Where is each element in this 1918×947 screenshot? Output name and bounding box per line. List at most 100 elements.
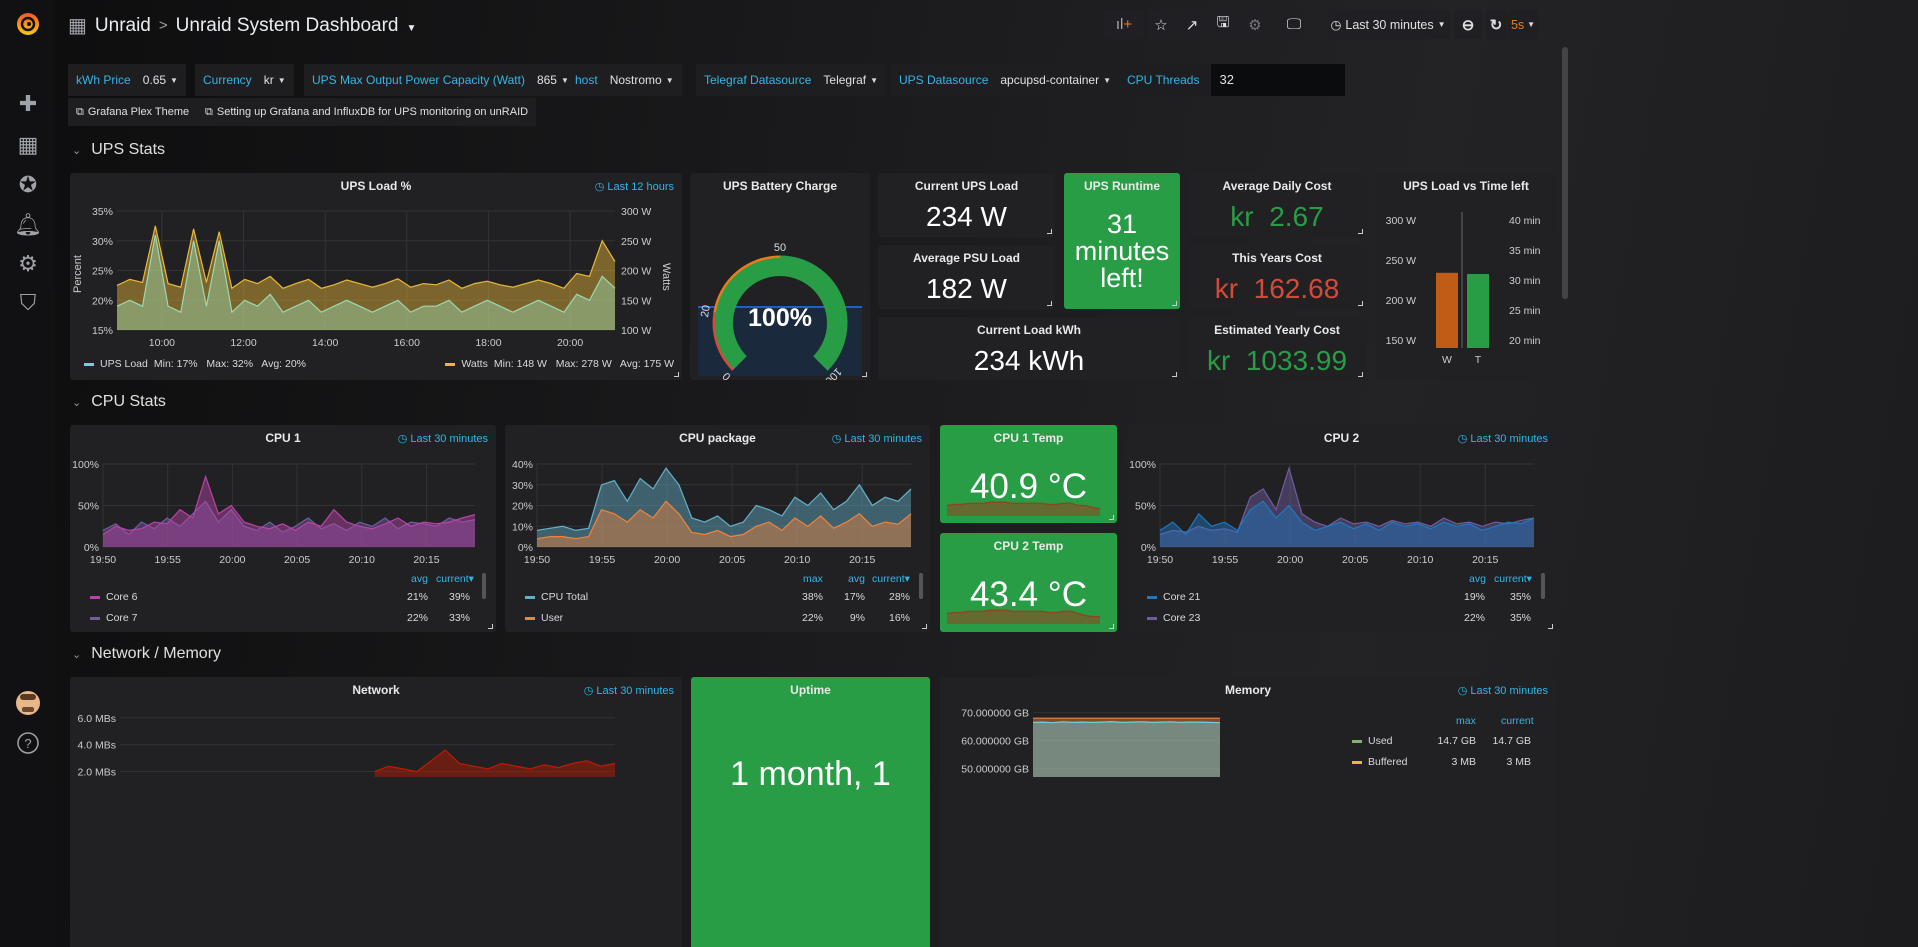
- resize-handle[interactable]: [1109, 515, 1114, 520]
- time-picker[interactable]: ◷ Last 30 minutes ▼: [1326, 10, 1450, 39]
- legend-ups-load[interactable]: UPS Load Min: 17% Max: 32% Avg: 20%: [84, 358, 306, 370]
- panel-title[interactable]: CPU 1 Temp: [993, 431, 1064, 445]
- legend-scrollbar[interactable]: [919, 573, 923, 599]
- legend-header-current[interactable]: current▾: [872, 573, 910, 585]
- panel-title[interactable]: CPU package: [679, 431, 756, 445]
- variable-ups-datasource[interactable]: UPS Datasource apcupsd-container ▼: [891, 64, 1120, 96]
- resize-handle[interactable]: [922, 624, 927, 629]
- panel-title[interactable]: UPS Load %: [340, 179, 412, 193]
- add-panel-button[interactable]: ıl+: [1104, 10, 1144, 39]
- explore-icon[interactable]: ✪: [18, 172, 38, 197]
- panel-title[interactable]: UPS Battery Charge: [722, 179, 838, 193]
- zoom-out-button[interactable]: ⊖: [1454, 10, 1482, 39]
- legend-header-current[interactable]: current▾: [1494, 573, 1532, 585]
- resize-handle[interactable]: [1047, 301, 1052, 306]
- cpu1-chart[interactable]: 0% 50% 100% 19:50 19:55 20:00 20:05 20:10 20:15: [70, 425, 496, 575]
- resize-handle[interactable]: [1172, 372, 1177, 377]
- variable-ups-max-output[interactable]: UPS Max Output Power Capacity (Watt) 865 ▼: [304, 64, 577, 96]
- refresh-button[interactable]: ↻: [1486, 10, 1506, 39]
- plus-icon[interactable]: ✚: [18, 91, 38, 116]
- legend-header-avg[interactable]: avg: [1469, 573, 1486, 585]
- variable-host[interactable]: host Nostromo ▼: [567, 64, 682, 96]
- panel-title[interactable]: CPU 2 Temp: [993, 539, 1064, 553]
- legend-row[interactable]: CPU Total: [525, 591, 588, 603]
- legend-header-avg[interactable]: avg: [848, 573, 865, 585]
- legend-row[interactable]: Core 21: [1147, 591, 1200, 603]
- panel-title[interactable]: Uptime: [790, 683, 831, 697]
- link-ups-monitoring-guide[interactable]: ⧉ Setting up Grafana and InfluxDB for UPS…: [197, 98, 537, 126]
- link-grafana-plex-theme[interactable]: ⧉ Grafana Plex Theme: [68, 98, 198, 126]
- variable-value[interactable]: apcupsd-container: [1000, 73, 1100, 87]
- user-avatar[interactable]: [14, 690, 42, 718]
- legend-row[interactable]: Core 23: [1147, 612, 1200, 624]
- row-network-memory[interactable]: ⌄ Network / Memory: [72, 645, 221, 663]
- save-button[interactable]: 🖫︎: [1209, 10, 1237, 39]
- legend-row[interactable]: Core 7: [90, 612, 138, 624]
- chevron-down-icon[interactable]: ▼: [406, 23, 417, 34]
- legend-scrollbar[interactable]: [1541, 573, 1545, 599]
- page-scrollbar[interactable]: [1562, 47, 1568, 299]
- variable-kwh-price[interactable]: kWh Price 0.65 ▼: [68, 64, 186, 96]
- variable-value[interactable]: 865: [536, 73, 557, 87]
- resize-handle[interactable]: [488, 624, 493, 629]
- resize-handle[interactable]: [674, 372, 679, 377]
- cpu-package-chart[interactable]: 0% 10% 20% 30% 40% 19:50 19:55 20:00 20:05 20:10 2…: [505, 425, 930, 575]
- memory-chart[interactable]: 50.000000 GB 60.000000 GB 70.000000 GB: [940, 677, 1340, 777]
- legend-header-max[interactable]: max: [1456, 715, 1476, 727]
- resize-handle[interactable]: [1109, 624, 1114, 629]
- resize-handle[interactable]: [1047, 229, 1052, 234]
- panel-title[interactable]: UPS Runtime: [1083, 179, 1160, 193]
- panel-title[interactable]: This Years Cost: [1232, 251, 1322, 265]
- row-ups-stats[interactable]: ⌄ UPS Stats: [72, 141, 165, 159]
- tv-mode-button[interactable]: 🖵︎: [1282, 10, 1306, 39]
- variable-currency[interactable]: Currency kr ▼: [195, 64, 294, 96]
- share-button[interactable]: ↗: [1178, 10, 1206, 39]
- legend-row[interactable]: Buffered: [1352, 756, 1408, 768]
- variable-value[interactable]: Nostromo: [609, 73, 662, 87]
- dashboards-icon[interactable]: ▦: [17, 132, 39, 157]
- row-cpu-stats[interactable]: ⌄ CPU Stats: [72, 393, 166, 411]
- legend-header-max[interactable]: max: [803, 573, 823, 585]
- cpu-threads-input[interactable]: 32: [1211, 64, 1345, 96]
- bell-icon[interactable]: 🔔︎: [14, 212, 42, 237]
- help-icon[interactable]: ?: [14, 731, 42, 759]
- legend-header-current[interactable]: current: [1501, 715, 1534, 727]
- legend-scrollbar[interactable]: [482, 573, 486, 599]
- resize-handle[interactable]: [1358, 372, 1363, 377]
- variable-value[interactable]: 0.65: [142, 73, 167, 87]
- legend-header-current[interactable]: current▾: [436, 573, 474, 585]
- ups-load-chart[interactable]: 15% 20% 25% 30% 35% 100 W 150 W 200 W 250 W 300 W…: [70, 173, 682, 380]
- panel-title[interactable]: UPS Load vs Time left: [1403, 179, 1529, 193]
- legend-watts[interactable]: Watts Min: 148 W Max: 278 W Avg: 175 W: [445, 358, 674, 370]
- variable-cpu-threads[interactable]: CPU Threads 32: [1119, 64, 1345, 96]
- panel-title[interactable]: Estimated Yearly Cost: [1214, 323, 1340, 337]
- breadcrumb-folder[interactable]: Unraid: [94, 14, 151, 36]
- variable-telegraf-datasource[interactable]: Telegraf Datasource Telegraf ▼: [696, 64, 887, 96]
- resize-handle[interactable]: [1358, 229, 1363, 234]
- legend-row[interactable]: User: [525, 612, 563, 624]
- panel-title[interactable]: CPU 1: [265, 431, 301, 445]
- panel-title[interactable]: Current UPS Load: [914, 179, 1019, 193]
- resize-handle[interactable]: [862, 372, 867, 377]
- variable-value[interactable]: Telegraf: [823, 73, 867, 87]
- panel-title[interactable]: Network: [352, 683, 400, 697]
- panel-title[interactable]: CPU 2: [1323, 431, 1360, 445]
- settings-button[interactable]: ⚙: [1240, 10, 1270, 39]
- legend-header-avg[interactable]: avg: [411, 573, 428, 585]
- legend-row[interactable]: Used: [1352, 735, 1393, 747]
- resize-handle[interactable]: [1358, 301, 1363, 306]
- cpu2-chart[interactable]: 0% 50% 100% 19:50 19:55 20:00 20:05 20:10 20:15: [1127, 425, 1556, 575]
- dashboard-title[interactable]: Unraid System Dashboard: [175, 14, 399, 36]
- resize-handle[interactable]: [1172, 301, 1177, 306]
- panel-title[interactable]: Memory: [1224, 683, 1271, 697]
- variable-value[interactable]: kr: [263, 73, 274, 87]
- resize-handle[interactable]: [1548, 624, 1553, 629]
- panel-title[interactable]: Average PSU Load: [913, 251, 1020, 265]
- network-chart[interactable]: 2.0 MBs 4.0 MBs 6.0 MBs: [70, 677, 682, 777]
- shield-icon[interactable]: ⛉: [19, 290, 37, 315]
- panel-title[interactable]: Current Load kWh: [977, 323, 1081, 337]
- legend-row[interactable]: Core 6: [90, 591, 138, 603]
- ups-load-vs-time-chart[interactable]: 150 W 200 W 250 W 300 W 20 min 25 min 30 min 35…: [1376, 173, 1556, 380]
- star-button[interactable]: ☆: [1148, 10, 1174, 39]
- refresh-interval-picker[interactable]: 5s ▼: [1508, 10, 1538, 39]
